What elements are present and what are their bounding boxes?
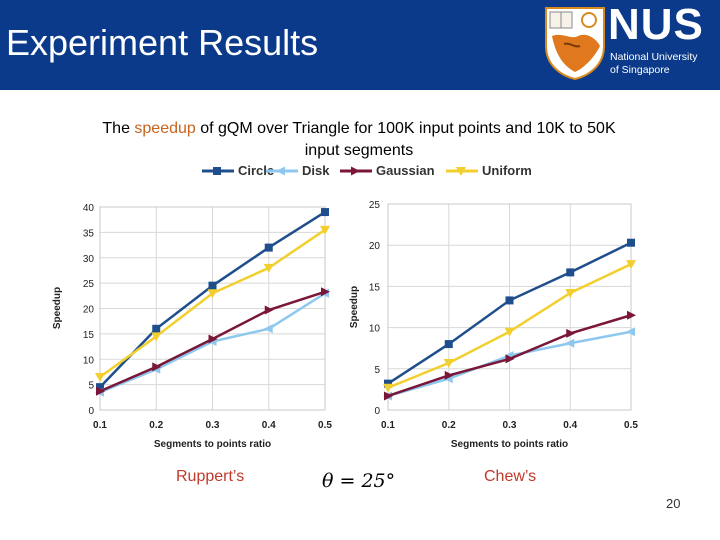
y-tick-label: 25	[83, 279, 95, 290]
y-tick-label: 0	[88, 406, 94, 417]
data-point-disk	[263, 324, 273, 334]
legend-label-disk: Disk	[302, 163, 330, 178]
data-point-circle	[566, 268, 575, 277]
legend-swatch-disk	[266, 166, 298, 176]
slide-header: Experiment Results NUS National Universi…	[0, 0, 720, 90]
data-point-gaussian	[264, 305, 274, 315]
logo-subtext-line2: of Singapore	[610, 64, 670, 76]
nus-logo: NUS National University of Singapore	[540, 0, 718, 84]
data-point-gaussian	[384, 391, 393, 401]
y-tick-label: 20	[83, 305, 95, 316]
data-point-uniform	[383, 383, 393, 393]
y-axis-title: Speedup	[52, 287, 63, 329]
chart-rupperts: 0 5 10 15 20 25 30 35 40 0.1 0.2 0.3 0.4 0.5 Segments …	[52, 203, 332, 450]
description-pre: The	[102, 120, 135, 137]
data-point-uniform	[207, 289, 218, 299]
y-tick-label: 0	[374, 406, 380, 417]
data-point-circle	[152, 324, 161, 333]
x-tick-label: 0.2	[442, 420, 456, 431]
data-point-circle	[505, 296, 514, 305]
data-point-gaussian	[208, 334, 218, 344]
legend-swatch-uniform	[446, 167, 478, 176]
chart-legend: Circle Disk Gaussian Uniform	[200, 160, 560, 182]
chart-description: The speedup of gQM over Triangle for 100…	[100, 118, 618, 162]
x-tick-label: 0.5	[318, 420, 332, 431]
plot-area	[387, 203, 632, 411]
data-point-uniform	[626, 260, 636, 270]
legend-swatch-circle	[202, 167, 234, 175]
legend-label-circle: Circle	[238, 163, 275, 178]
data-point-gaussian	[505, 354, 515, 364]
data-point-gaussian	[627, 310, 636, 320]
data-point-uniform	[263, 263, 274, 273]
data-point-gaussian	[444, 370, 454, 380]
data-point-circle	[208, 281, 217, 290]
x-tick-label: 0.4	[262, 420, 276, 431]
data-point-uniform	[151, 332, 162, 342]
legend-item-disk: Disk	[264, 162, 329, 180]
x-tick-label: 0.5	[624, 420, 638, 431]
description-post: of gQM over Triangle for 100K input poin…	[195, 120, 616, 159]
x-tick-label: 0.3	[206, 420, 220, 431]
data-point-gaussian	[321, 287, 330, 297]
legend-item-circle: Circle	[200, 162, 274, 180]
data-point-circle	[96, 383, 104, 392]
caption-rupperts: Ruppert’s	[176, 468, 245, 485]
data-point-circle	[264, 243, 273, 252]
x-tick-label: 0.3	[503, 420, 517, 431]
logo-subtext-line1: National University	[610, 51, 698, 63]
data-point-uniform	[320, 225, 330, 235]
data-point-circle	[627, 238, 635, 247]
page-number: 20	[666, 496, 681, 511]
y-tick-label: 15	[83, 330, 95, 341]
plot-area	[99, 206, 326, 411]
data-point-gaussian	[152, 362, 162, 372]
data-point-circle	[444, 340, 453, 349]
x-tick-label: 0.2	[149, 420, 163, 431]
data-point-circle	[384, 379, 392, 388]
y-axis-title: Speedup	[349, 286, 360, 328]
data-point-uniform	[443, 359, 454, 369]
chart-chews: 0 5 10 15 20 25 0.1 0.2 0.3 0.4 0.5 Segments to poi…	[349, 200, 638, 450]
y-tick-label: 5	[88, 381, 94, 392]
x-tick-label: 0.1	[93, 420, 107, 431]
legend-swatch-gaussian	[340, 166, 372, 176]
y-tick-label: 5	[374, 365, 380, 376]
y-tick-label: 35	[83, 228, 95, 239]
caption-chews: Chew’s	[484, 468, 537, 485]
legend-item-gaussian: Gaussian	[338, 162, 435, 180]
x-axis-title: Segments to points ratio	[154, 439, 271, 450]
y-tick-label: 20	[369, 241, 381, 252]
x-tick-label: 0.1	[381, 420, 395, 431]
y-tick-label: 40	[83, 203, 95, 214]
nus-crest-icon	[545, 7, 605, 80]
y-tick-label: 10	[83, 355, 95, 366]
x-axis-title: Segments to points ratio	[451, 439, 568, 450]
theta-label: θ = 25°	[322, 470, 396, 492]
y-tick-label: 15	[369, 282, 381, 293]
data-point-gaussian	[96, 386, 105, 396]
data-point-gaussian	[566, 328, 576, 338]
logo-wordmark: NUS	[608, 0, 704, 49]
y-tick-label: 30	[83, 254, 95, 265]
data-point-uniform	[565, 288, 576, 298]
slide-title: Experiment Results	[6, 22, 319, 63]
y-tick-label: 10	[369, 324, 381, 335]
data-point-uniform	[95, 373, 105, 383]
legend-label-gaussian: Gaussian	[376, 163, 435, 178]
legend-label-uniform: Uniform	[482, 163, 532, 178]
legend-item-uniform: Uniform	[444, 162, 532, 180]
data-point-circle	[321, 208, 329, 217]
data-point-disk	[565, 338, 575, 348]
data-point-disk	[626, 327, 635, 337]
x-tick-label: 0.4	[563, 420, 577, 431]
data-point-uniform	[504, 327, 515, 337]
y-tick-label: 25	[369, 200, 381, 211]
description-highlight: speedup	[134, 120, 196, 137]
